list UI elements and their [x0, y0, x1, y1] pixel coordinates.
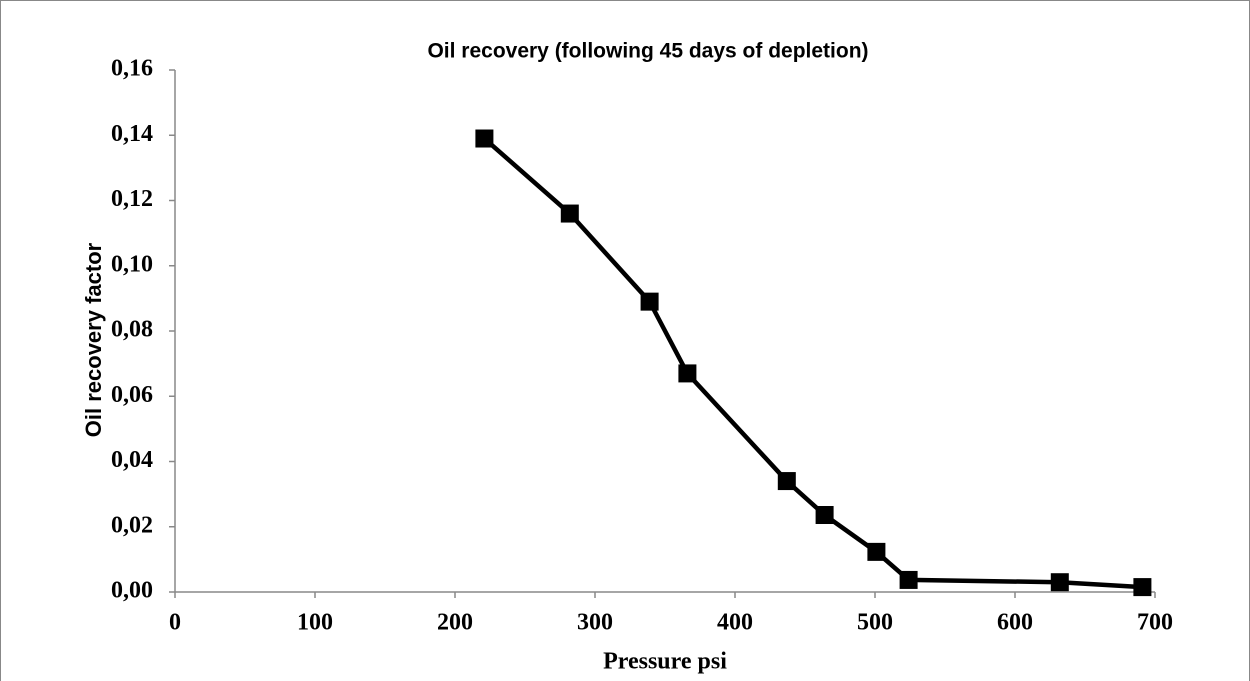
data-point [1050, 573, 1069, 592]
x-axis-label: Pressure psi [603, 649, 727, 675]
x-tick-label: 0 [169, 610, 181, 636]
data-point [678, 364, 697, 383]
x-tick-label: 700 [1137, 610, 1173, 636]
y-tick-label: 0,04 [111, 447, 153, 473]
x-tick-label: 300 [577, 610, 613, 636]
x-tick-label: 400 [717, 610, 753, 636]
data-point [640, 292, 659, 311]
y-tick-label: 0,16 [111, 56, 153, 82]
y-tick-label: 0,14 [111, 121, 153, 147]
data-line [482, 136, 1143, 590]
y-tick-label: 0,00 [111, 578, 153, 604]
data-point [899, 570, 918, 589]
y-tick-label: 0,08 [111, 317, 153, 343]
x-tick-label: 200 [437, 610, 473, 636]
data-point [867, 542, 886, 561]
data-point [1133, 578, 1152, 597]
data-point [475, 129, 494, 148]
y-tick-label: 0,10 [111, 251, 153, 277]
x-tick-label: 100 [297, 610, 333, 636]
data-point [777, 472, 796, 491]
y-tick-label: 0,12 [111, 186, 153, 212]
x-tick-label: 600 [997, 610, 1033, 636]
y-axis-label: Oil recovery factor [81, 242, 106, 437]
data-point [560, 204, 579, 223]
x-tick-label: 500 [857, 610, 893, 636]
y-tick-label: 0,06 [111, 382, 153, 408]
chart-title: Oil recovery (following 45 days of deple… [427, 40, 868, 63]
y-tick-label: 0,02 [111, 512, 153, 538]
data-point [815, 506, 834, 525]
